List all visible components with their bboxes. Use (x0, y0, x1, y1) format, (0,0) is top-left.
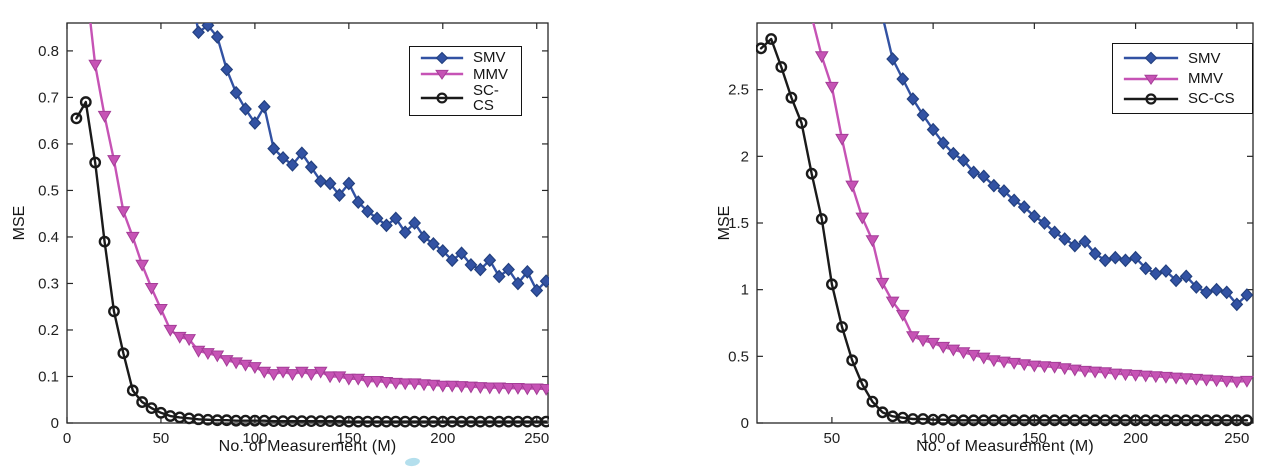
legend-label-smv: SMV (1188, 49, 1221, 67)
x-tick-label: 50 (153, 430, 170, 447)
y-tick-label: 1.5 (728, 215, 749, 232)
x-tick-label: 200 (430, 430, 455, 447)
series-line-SC-CS (75, 100, 548, 423)
sccs-line-circle-icon (420, 91, 464, 104)
y-tick-label: 0 (51, 415, 59, 432)
y-tick-label: 0.5 (38, 182, 59, 199)
series-markers-MMV (811, 23, 1254, 389)
y-tick-label: 0.2 (38, 322, 59, 339)
legend-label-sccs: SC-CS (473, 81, 499, 114)
x-tick-label: 250 (1224, 430, 1249, 447)
series-markers-SC-CS (756, 33, 1253, 427)
series-line-SMV (195, 23, 548, 292)
left-chart-y-axis-label: MSE (11, 205, 28, 241)
mmv-line-triangle-icon (420, 69, 464, 80)
x-tick-label: 150 (336, 430, 361, 447)
y-tick-label: 0.3 (38, 275, 59, 292)
y-tick-label: 0.4 (38, 229, 59, 246)
left-chart-legend: SMV MMV SC-CS (409, 46, 522, 116)
chart-1: 50 100 150 200 250 0 0.5 1 1.5 2 2.5 (728, 22, 1254, 447)
y-tick-label: 0 (741, 415, 749, 432)
right-chart-y-axis-label: MSE (716, 205, 733, 241)
x-tick-label: 100 (242, 430, 267, 447)
series-markers-SC-CS (70, 96, 549, 428)
y-tick-label: 0.1 (38, 368, 59, 385)
legend-entry-sccs: SC-CS (1122, 91, 1248, 107)
y-tick-label: 0.6 (38, 136, 59, 153)
x-tick-label: 0 (63, 430, 71, 447)
series-line-SC-CS (759, 37, 1249, 422)
x-tick-label: 100 (921, 430, 946, 447)
x-tick-label: 50 (824, 430, 841, 447)
legend-label-smv: SMV (473, 49, 506, 66)
legend-label-mmv: MMV (1188, 70, 1223, 87)
legend-entry-smv: SMV (1122, 50, 1248, 66)
y-tick-label: 0.5 (728, 348, 749, 365)
smv-line-diamond-icon (420, 51, 464, 64)
legend-entry-mmv: MMV (1122, 71, 1248, 87)
legend-entry-mmv: MMV (419, 66, 517, 82)
series-markers-SMV (882, 23, 1254, 312)
legend-label-sccs: SC-CS (1188, 90, 1235, 108)
y-tick-label: 0.8 (38, 43, 59, 60)
left-chart-x-axis-label: No. of Measurement (M) (218, 438, 397, 455)
x-tick-label: 150 (1022, 430, 1047, 447)
legend-entry-sccs: SC-CS (419, 83, 517, 113)
legend-label-mmv: MMV (473, 65, 508, 83)
series-markers-MMV (88, 59, 549, 396)
series-markers-SMV (192, 23, 549, 298)
right-chart-x-axis-label: No. of Measurement (M) (916, 438, 1094, 455)
mmv-line-triangle-icon (1123, 74, 1179, 85)
x-tick-label: 200 (1123, 430, 1148, 447)
y-tick-label: 1 (741, 282, 749, 299)
chart-0: 0 50 100 150 200 250 0 0.1 0.2 0.3 0.4 0.5 0.6 0.7 0.8 (38, 22, 549, 447)
smv-line-diamond-icon (1123, 51, 1179, 65)
y-tick-label: 2.5 (728, 82, 749, 99)
y-tick-label: 0.7 (38, 89, 59, 106)
x-tick-label: 250 (524, 430, 549, 447)
y-tick-label: 2 (741, 148, 749, 165)
sccs-line-circle-icon (1123, 93, 1179, 105)
right-chart-legend: SMV MMV SC-CS (1112, 43, 1253, 114)
legend-entry-smv: SMV (419, 50, 517, 66)
